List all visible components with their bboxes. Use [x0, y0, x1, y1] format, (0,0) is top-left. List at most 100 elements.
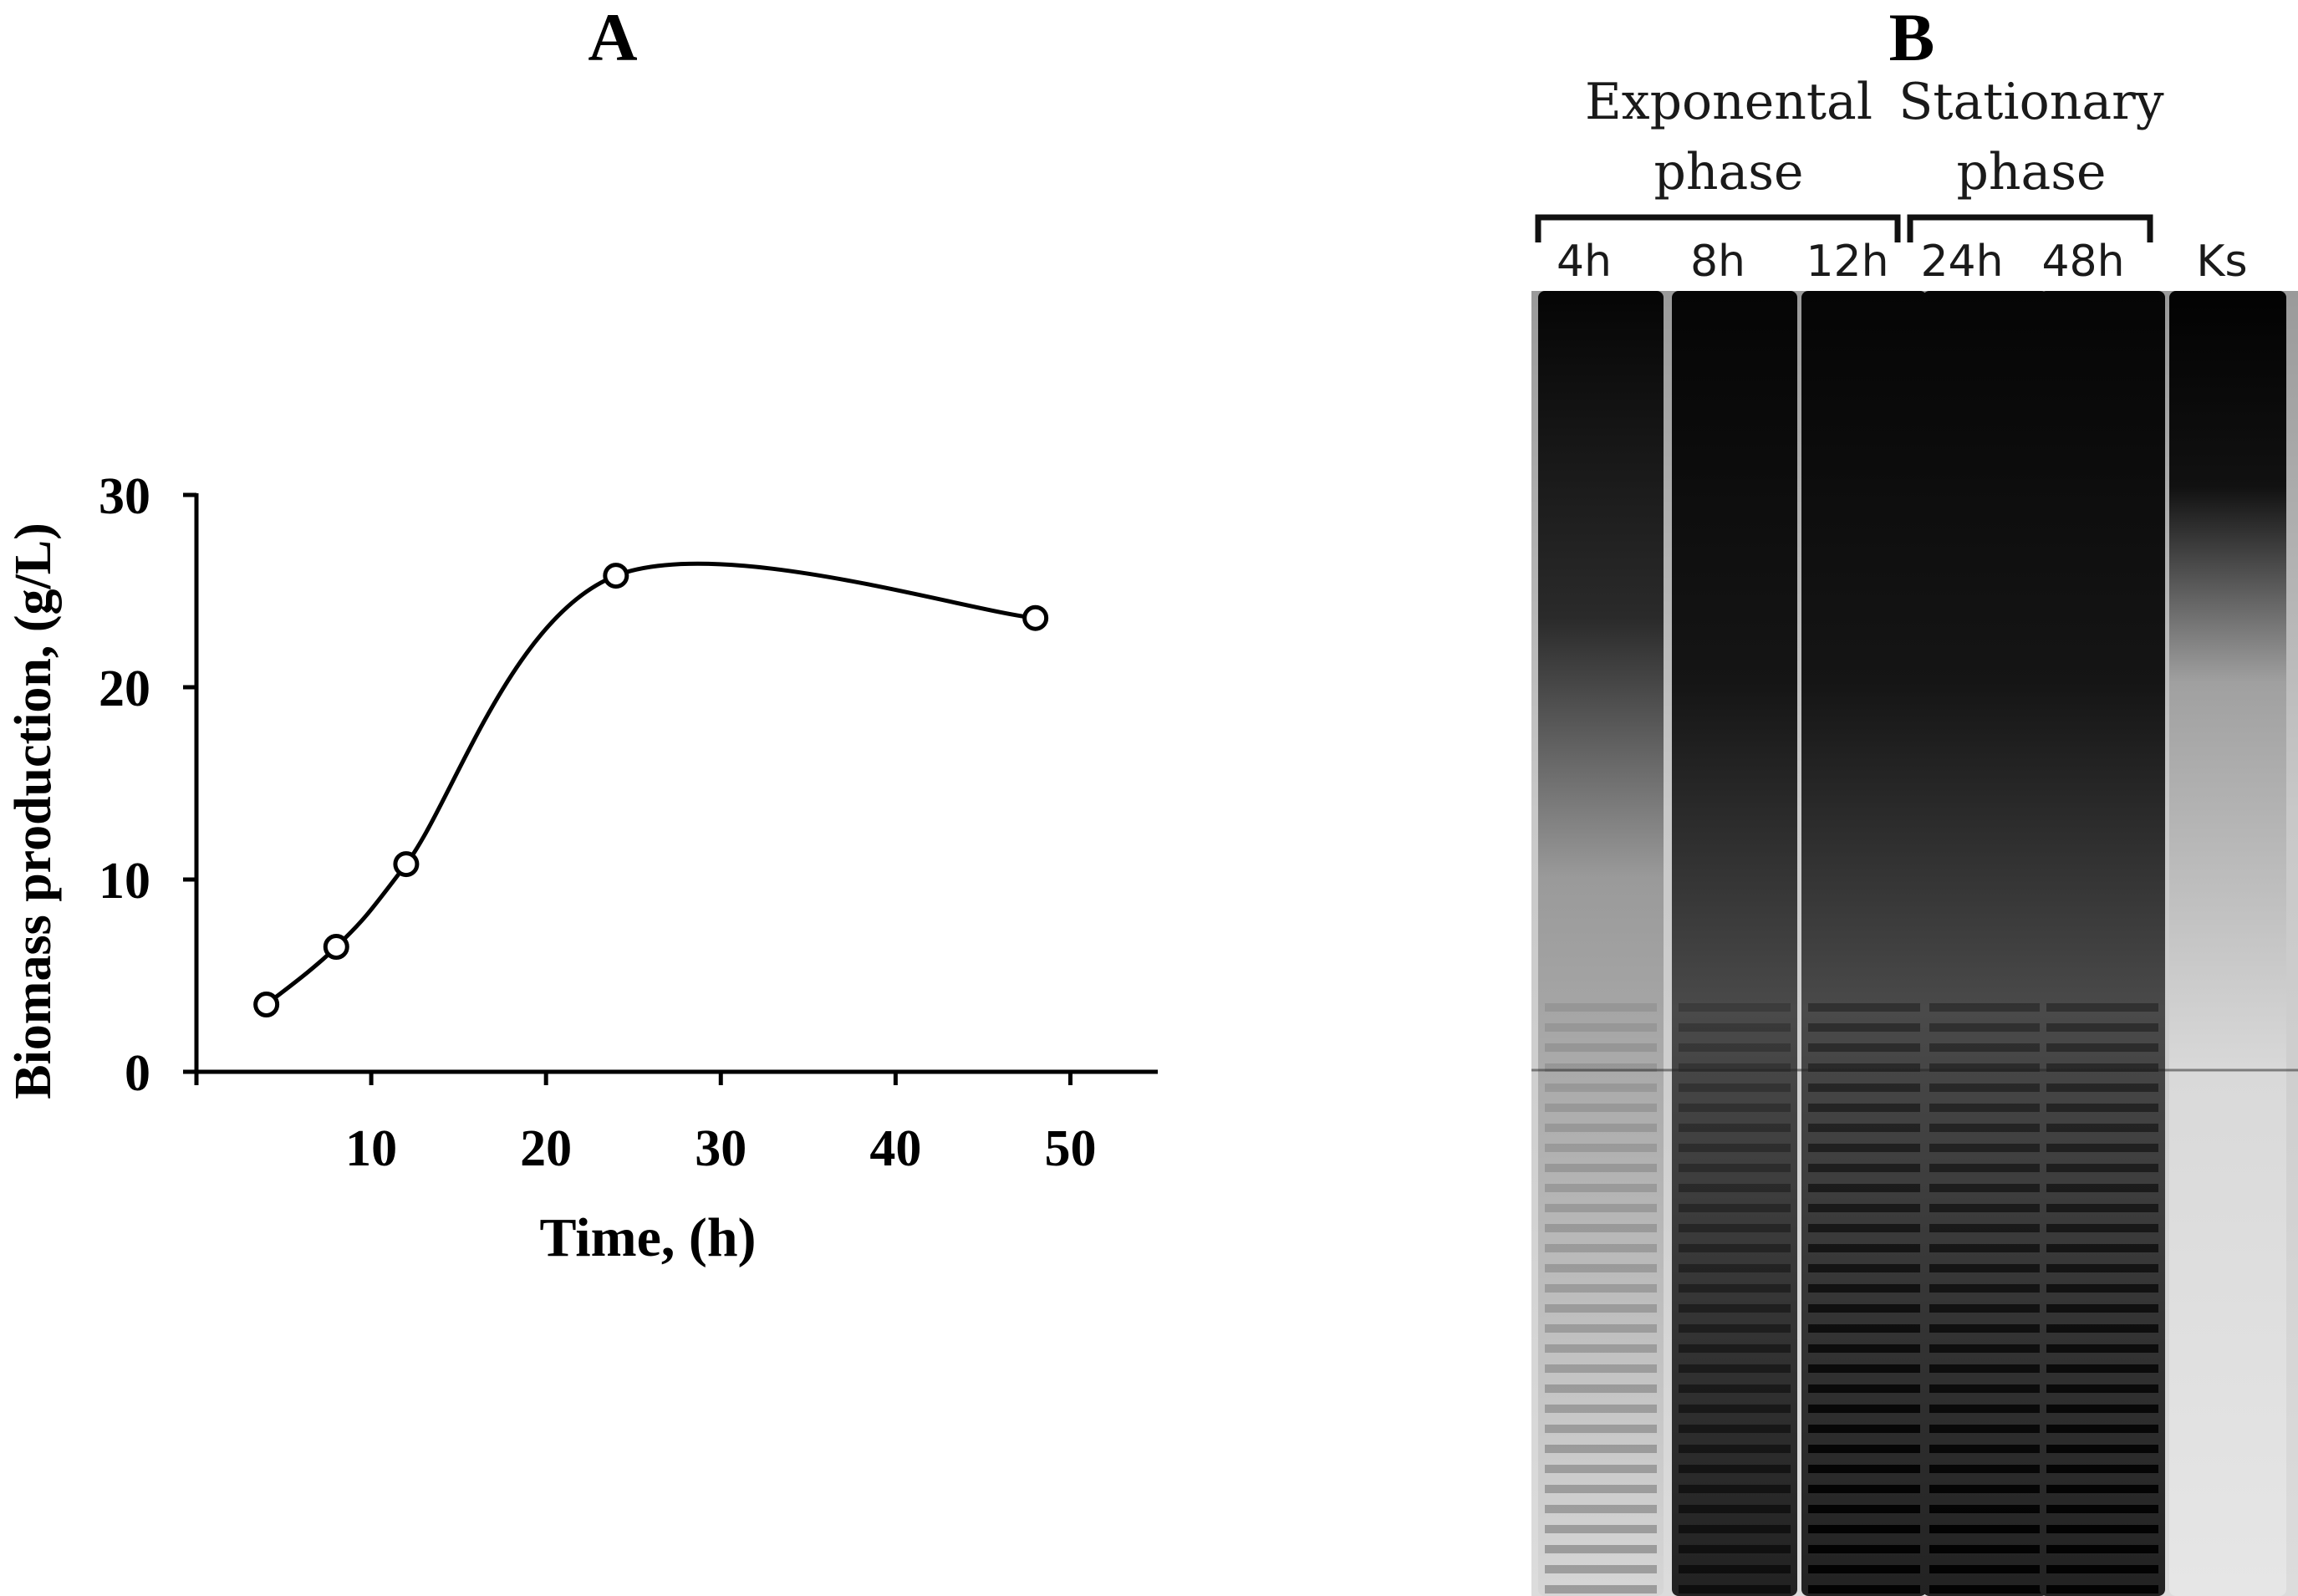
gel-band: [1808, 1124, 1920, 1132]
gel-band: [1808, 1445, 1920, 1453]
gel-band: [1808, 1264, 1920, 1272]
gel-band: [1929, 1405, 2041, 1413]
gel-band: [1679, 1264, 1791, 1272]
gel-band: [2046, 1465, 2158, 1473]
gel-band: [1808, 1585, 1920, 1593]
gel-band: [2046, 1425, 2158, 1433]
gel-band: [1679, 1425, 1791, 1433]
gel-band: [1679, 1043, 1791, 1052]
y-axis-label: Biomass production, (g/L): [5, 523, 62, 1099]
gel-band: [1808, 1364, 1920, 1373]
gel-band: [1929, 1003, 2041, 1012]
gel-band: [1679, 1505, 1791, 1513]
gel-band: [1545, 1043, 1657, 1052]
gel-band: [1545, 1144, 1657, 1152]
gel-band: [1679, 1445, 1791, 1453]
stationary-bracket: [1907, 214, 2153, 242]
gel-band: [1679, 1405, 1791, 1413]
gel-band: [1808, 1084, 1920, 1092]
gel-band: [1929, 1264, 2041, 1272]
gel-band: [1679, 1344, 1791, 1353]
gel-band: [1929, 1204, 2041, 1212]
gel-lanes: [1531, 291, 2298, 1596]
lane-label: 12h: [1806, 237, 1888, 287]
gel-band: [2046, 1545, 2158, 1553]
gel-band: [1679, 1184, 1791, 1192]
gel-band: [2046, 1104, 2158, 1112]
gel-band: [1545, 1244, 1657, 1252]
gel-band: [1545, 1364, 1657, 1373]
data-point: [1022, 604, 1049, 631]
gel-band: [2046, 1485, 2158, 1493]
gel-band: [1808, 1144, 1920, 1152]
gel-band: [1679, 1204, 1791, 1212]
gel-band: [1808, 1324, 1920, 1333]
gel-band: [1929, 1063, 2041, 1072]
data-points: [253, 563, 1049, 1017]
y-tick-labels: 0 10 20 30: [99, 468, 150, 1102]
gel-band: [2046, 1003, 2158, 1012]
gel-band: [1679, 1545, 1791, 1553]
phase-brackets: [1535, 214, 2153, 242]
gel-band: [1929, 1384, 2041, 1393]
gel-band: [1545, 1304, 1657, 1313]
gel-band: [1808, 1304, 1920, 1313]
gel-band: [1679, 1164, 1791, 1172]
gel-band: [1808, 1525, 1920, 1533]
gel-band: [1545, 1465, 1657, 1473]
y-tick-label: 30: [99, 468, 150, 525]
gel-band: [1545, 1485, 1657, 1493]
lane-label: 48h: [2041, 237, 2124, 287]
gel-band: [1808, 1505, 1920, 1513]
gel-band: [1929, 1104, 2041, 1112]
gel-band: [1808, 1104, 1920, 1112]
gel-band: [1929, 1525, 2041, 1533]
gel-band: [2046, 1184, 2158, 1192]
gel-band: [1808, 1405, 1920, 1413]
gel-band: [2046, 1144, 2158, 1152]
gel-band: [1929, 1505, 2041, 1513]
gel-band: [2046, 1384, 2158, 1393]
gel-band: [1545, 1104, 1657, 1112]
gel-band: [1545, 1023, 1657, 1032]
lane-labels: 4h 8h 12h 24h 48h Ks: [1557, 237, 2248, 287]
series-line: [265, 561, 1036, 1007]
gel-lane: [1538, 291, 1664, 1596]
gel-band: [1679, 1324, 1791, 1333]
gel-band: [1929, 1364, 2041, 1373]
x-tick-label: 10: [345, 1120, 397, 1177]
gel-band: [1808, 1344, 1920, 1353]
gel-band: [1545, 1344, 1657, 1353]
gel-band: [1545, 1184, 1657, 1192]
gel-band: [1679, 1585, 1791, 1593]
gel-band: [1808, 1184, 1920, 1192]
gel-band: [2046, 1525, 2158, 1533]
gel-lane: [2169, 291, 2286, 1596]
gel-band: [1679, 1525, 1791, 1533]
gel-band: [2046, 1445, 2158, 1453]
x-tick-labels: 10 20 30 40 50: [345, 1120, 1096, 1177]
gel-band: [1679, 1284, 1791, 1293]
gel-band: [1545, 1405, 1657, 1413]
gel-band: [1679, 1063, 1791, 1072]
gel-band: [1808, 1204, 1920, 1212]
gel-band: [1679, 1144, 1791, 1152]
gel-band: [1679, 1565, 1791, 1573]
gel-band: [1808, 1224, 1920, 1232]
gel-band: [1929, 1164, 2041, 1172]
gel-band: [1929, 1565, 2041, 1573]
lane-label: 4h: [1557, 237, 1612, 287]
gel-band: [1929, 1244, 2041, 1252]
gel-band: [1679, 1364, 1791, 1373]
gel-band: [1545, 1204, 1657, 1212]
gel-band: [1545, 1545, 1657, 1553]
gel-band: [1929, 1445, 2041, 1453]
gel-band: [1808, 1425, 1920, 1433]
gel-band: [2046, 1324, 2158, 1333]
gel-band: [2046, 1124, 2158, 1132]
gel-band: [2046, 1304, 2158, 1313]
gel-band: [2046, 1084, 2158, 1092]
gel-band: [1679, 1124, 1791, 1132]
gel-band: [1808, 1465, 1920, 1473]
gel-band: [2046, 1505, 2158, 1513]
